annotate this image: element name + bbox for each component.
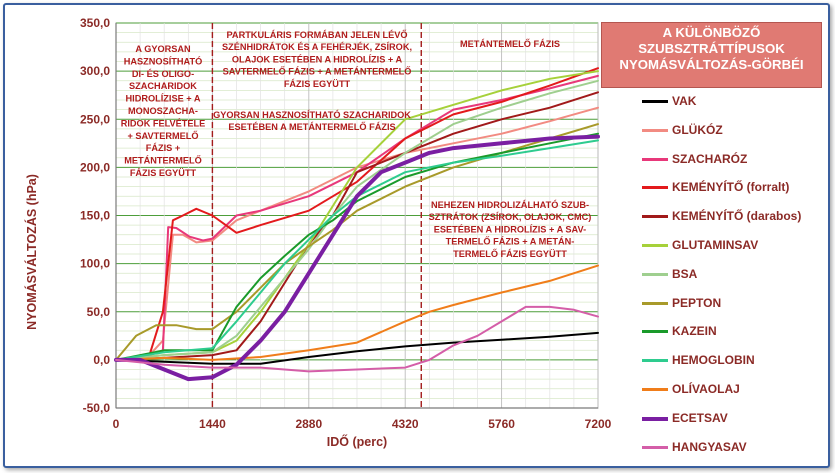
legend-label: ECETSAV [672, 410, 728, 425]
y-tick-label: 50,0 [87, 305, 111, 319]
legend-label: VAK [672, 94, 697, 108]
annotation-phase-3: METÁNTEMELŐ FÁZIS [460, 38, 560, 49]
annotation-phase-1: MONOSZACHA- [128, 106, 198, 116]
y-tick-label: 100,0 [80, 257, 110, 271]
legend-item: HANGYASAV [628, 438, 828, 458]
legend-swatch [642, 445, 668, 449]
legend-item: HEMOGLOBIN [628, 351, 828, 371]
tick-labels: -50,0 0,0 50,0 100,0 150,0 200,0 250,0 300,0 350… [80, 16, 612, 431]
y-tick-label: 350,0 [80, 16, 110, 30]
series-line-3 [115, 67, 599, 361]
annotation-phase-3b: NEHEZEN HIDROLIZÁLHATÓ SZUB- [431, 199, 589, 210]
series-line-2 [115, 74, 599, 361]
annotation-phase-1: HIDROLÍZISE + A [126, 93, 201, 104]
x-tick-label: 2880 [295, 417, 322, 431]
legend-item: KAZEIN [628, 322, 828, 342]
legend-swatch [642, 100, 668, 103]
annotation-phase-3b: TERMELŐ FÁZIS + A METÁN- [446, 236, 575, 247]
annotation-phase-1: HASZNOSÍTHATÓ [124, 55, 202, 66]
series-lines [114, 67, 600, 382]
legend-item: GLÜKÓZ [628, 121, 828, 141]
x-tick-label: 5760 [488, 417, 515, 431]
legend-item: KEMÉNYÍTŐ (forralt) [628, 178, 828, 198]
x-tick-label: 7200 [585, 417, 612, 431]
series-line-11 [114, 134, 600, 382]
annotation-phase-1: SZACHARIDOK [129, 81, 197, 91]
annotation-phase-2: OLAJOK ESETÉBEN A HIDROLÍZIS + A [232, 53, 403, 64]
series-line-9 [115, 139, 599, 361]
annotation-phase-2: SAVTERMELŐ FÁZIS + A METÁNTERMELŐ [223, 66, 412, 77]
legend-swatch [642, 128, 668, 132]
series-line-4 [115, 91, 599, 361]
annotation-phase-2b: GYORSAN HASZNOSÍTHATÓ SZACHARIDOK [213, 109, 411, 120]
series-line-12 [115, 305, 599, 373]
series-line-1 [115, 106, 599, 361]
series-line-0 [115, 331, 599, 365]
annotation-phase-1: A GYORSAN [135, 44, 191, 54]
annotation-phase-3b: ESETÉBEN A HIDROLÍZIS + A SAV- [434, 223, 586, 234]
legend-item: VAK [628, 92, 828, 112]
series-line-6 [115, 79, 599, 361]
legend-swatch [642, 244, 668, 247]
y-tick-label: 200,0 [80, 160, 110, 174]
legend-label: GLÜKÓZ [672, 122, 723, 137]
annotation-phase-2: FÁZIS EGYÜTT [284, 78, 351, 89]
legend-label: HANGYASAV [672, 439, 747, 454]
x-tick-label: 1440 [199, 417, 226, 431]
annotation-phase-3b: SZTRÁTOK (ZSÍROK, OLAJOK, CMC) [429, 211, 592, 222]
legend-label: HEMOGLOBIN [672, 353, 755, 368]
chart-title-box: A KÜLÖNBÖZŐ SZUBSZTRÁTTÍPUSOK NYOMÁSVÁLT… [601, 22, 822, 88]
x-tick-label: 0 [113, 417, 120, 431]
x-axis-label: IDŐ (perc) [327, 434, 387, 449]
chart-title-line-3: NYOMÁSVÁLTOZÁS-GÖRBÉI [619, 57, 804, 72]
legend-swatch [642, 416, 668, 421]
legend-swatch [642, 330, 668, 334]
legend-swatch [642, 301, 668, 305]
legend-label: GLUTAMINSAV [672, 238, 759, 252]
legend-item: PEPTON [628, 294, 828, 314]
legend-label: KAZEIN [672, 324, 717, 339]
annotation-phase-1: + SAVTERMELŐ [127, 130, 198, 141]
annotation-phase-1: DI- ÉS OLIGO- [132, 68, 194, 79]
annotation-phase-1: FÁZIS EGYÜTT [130, 167, 197, 178]
x-tick-label: 4320 [392, 417, 419, 431]
chart-title-line-1: A KÜLÖNBÖZŐ [662, 25, 761, 40]
legend-item: KEMÉNYÍTŐ (darabos) [628, 207, 828, 227]
legend-swatch [642, 157, 668, 161]
y-tick-label: 300,0 [80, 64, 110, 78]
y-tick-label: 150,0 [80, 209, 110, 223]
legend-item: GLUTAMINSAV [628, 236, 828, 256]
annotation-phase-2: SZÉNHIDRÁTOK ÉS A FEHÉRJÉK, ZSÍROK, [222, 41, 412, 52]
legend-swatch [642, 215, 668, 219]
legend-swatch [642, 272, 668, 276]
chart-title-line-2: SZUBSZTRÁTTÍPUSOK [638, 41, 785, 56]
legend-label: PEPTON [672, 295, 722, 310]
legend-swatch [642, 359, 668, 363]
legend-label: KEMÉNYÍTŐ (forralt) [672, 180, 790, 195]
legend-swatch [642, 186, 668, 190]
axes [115, 23, 598, 409]
legend-item: SZACHARÓZ [628, 150, 828, 170]
legend-label: SZACHARÓZ [672, 151, 748, 166]
annotation-phase-1: METÁNTERMELŐ [124, 155, 202, 166]
series-line-10 [115, 264, 599, 361]
annotation-phase-2b: ESETÉBEN A METÁNTERMELŐ FÁZIS [228, 121, 395, 132]
legend-label: BSA [672, 266, 698, 281]
legend-item: OLÍVAOLAJ [628, 380, 828, 400]
legend-label: OLÍVAOLAJ [672, 382, 740, 396]
legend-item: BSA [628, 265, 828, 285]
legend-swatch [642, 388, 668, 391]
annotation-phase-2: PARTKULÁRIS FORMÁBAN JELEN LÉVŐ [226, 29, 407, 40]
y-tick-label: 0,0 [93, 353, 110, 367]
annotation-phase-1: FÁZIS + [146, 142, 180, 153]
annotation-phase-3b: TERMELŐ FÁZIS EGYÜTT [453, 248, 567, 259]
annotation-phase-1: RIDOK FELVÉTELE [121, 117, 206, 128]
y-axis-label: NYOMÁSVÁLTOZÁS (hPa) [24, 174, 39, 330]
legend-label: KEMÉNYÍTŐ (darabos) [672, 209, 802, 224]
y-tick-label: -50,0 [83, 401, 111, 415]
y-tick-label: 250,0 [80, 112, 110, 126]
legend-item: ECETSAV [628, 409, 828, 429]
